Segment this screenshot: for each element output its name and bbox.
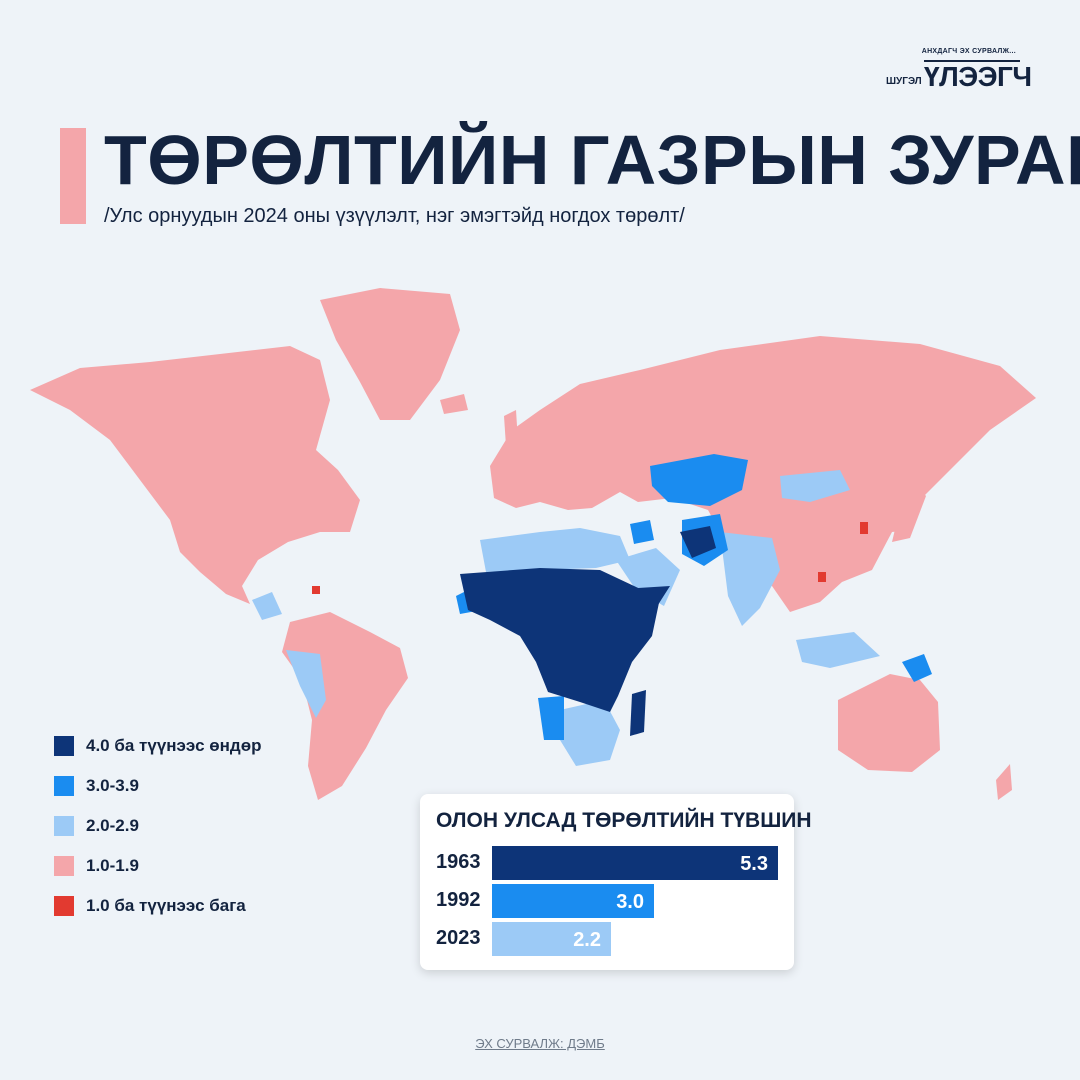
chart-value-label: 5.3 [740, 853, 768, 875]
page-subtitle: /Улс орнуудын 2024 оны үзүүлэлт, нэг эмэ… [104, 205, 685, 227]
title-accent-bar [60, 128, 86, 224]
greenland-shape [320, 288, 460, 420]
chart-bar: 2.2 [492, 922, 611, 956]
puerto-rico-shape [312, 586, 320, 594]
north-america-shape [30, 346, 360, 604]
chart-title: ОЛОН УЛСАД ТӨРӨЛТИЙН ТҮВШИН [436, 809, 812, 832]
legend-swatch [54, 856, 74, 876]
chart-bar: 3.0 [492, 884, 654, 918]
logo-tagline: АНХДАГЧ ЭХ СУРВАЛЖ... [921, 48, 1016, 55]
legend-label: 1.0-1.9 [86, 856, 139, 875]
world-fertility-map [30, 288, 1036, 800]
japan-shape [892, 484, 926, 542]
chart-category-label: 2023 [436, 927, 481, 949]
north-africa-shape [480, 528, 630, 572]
sub-saharan-africa-shape [460, 568, 660, 712]
chart-row: 1992 3.0 [420, 882, 794, 918]
legend-item-very-high: 4.0 ба түүнээс өндөр [54, 734, 314, 758]
logo-small-text: ШУГЭЛ [886, 76, 922, 87]
australia-shape [838, 674, 940, 772]
legend-item-very-low: 1.0 ба түүнээс бага [54, 894, 314, 918]
page-title: ТӨРӨЛТИЙН ГАЗРЫН ЗУРАГ [104, 121, 1080, 199]
source-link[interactable]: ЭХ СУРВАЛЖ: ДЭМБ [475, 1036, 605, 1051]
legend-swatch [54, 776, 74, 796]
south-america-shape [282, 612, 408, 800]
fertility-rate-chart-panel: ОЛОН УЛСАД ТӨРӨЛТИЙН ТҮВШИН 1963 5.3 199… [420, 794, 812, 970]
eurasia-shape [490, 336, 1036, 612]
chart-value-label: 3.0 [616, 891, 644, 913]
legend-label: 4.0 ба түүнээс өндөр [86, 736, 262, 755]
legend-swatch [54, 896, 74, 916]
legend-item-medium: 2.0-2.9 [54, 814, 314, 838]
logo-divider [924, 60, 1020, 62]
central-america-shape [252, 592, 282, 620]
andes-shape [286, 650, 326, 718]
legend-label: 3.0-3.9 [86, 776, 139, 795]
southern-africa-shape [560, 700, 620, 766]
iceland-shape [440, 394, 468, 414]
chart-bar: 5.3 [492, 846, 778, 880]
brand-logo: АНХДАГЧ ЭХ СУРВАЛЖ... ШУГЭЛ ҮЛЭЭГЧ [884, 48, 1032, 94]
uk-shape [504, 410, 518, 446]
png-shape [902, 654, 932, 682]
taiwan-hk-shape [818, 572, 826, 582]
chart-row: 1963 5.3 [420, 844, 794, 880]
legend-label: 2.0-2.9 [86, 816, 139, 835]
legend-item-high: 3.0-3.9 [54, 774, 314, 798]
legend-swatch [54, 816, 74, 836]
horn-africa-shape [638, 586, 670, 608]
legend-item-low: 1.0-1.9 [54, 854, 314, 878]
legend-swatch [54, 736, 74, 756]
chart-category-label: 1992 [436, 889, 481, 911]
south-asia-shape [720, 532, 780, 626]
central-asia-shape [650, 454, 748, 506]
chart-category-label: 1963 [436, 851, 481, 873]
madagascar-shape [630, 690, 646, 736]
afghanistan-shape [680, 526, 716, 558]
maritime-se-asia-shape [796, 632, 880, 668]
chart-row: 2023 2.2 [420, 920, 794, 956]
legend-label: 1.0 ба түүнээс бага [86, 896, 246, 915]
logo-wordmark: ҮЛЭЭГЧ [924, 61, 1032, 92]
chart-value-label: 2.2 [573, 929, 601, 951]
new-zealand-shape [996, 764, 1012, 800]
central-asia-east-shape [780, 470, 850, 502]
south-korea-shape [860, 522, 868, 534]
angola-shape [538, 696, 564, 740]
iraq-region-shape [630, 520, 654, 544]
